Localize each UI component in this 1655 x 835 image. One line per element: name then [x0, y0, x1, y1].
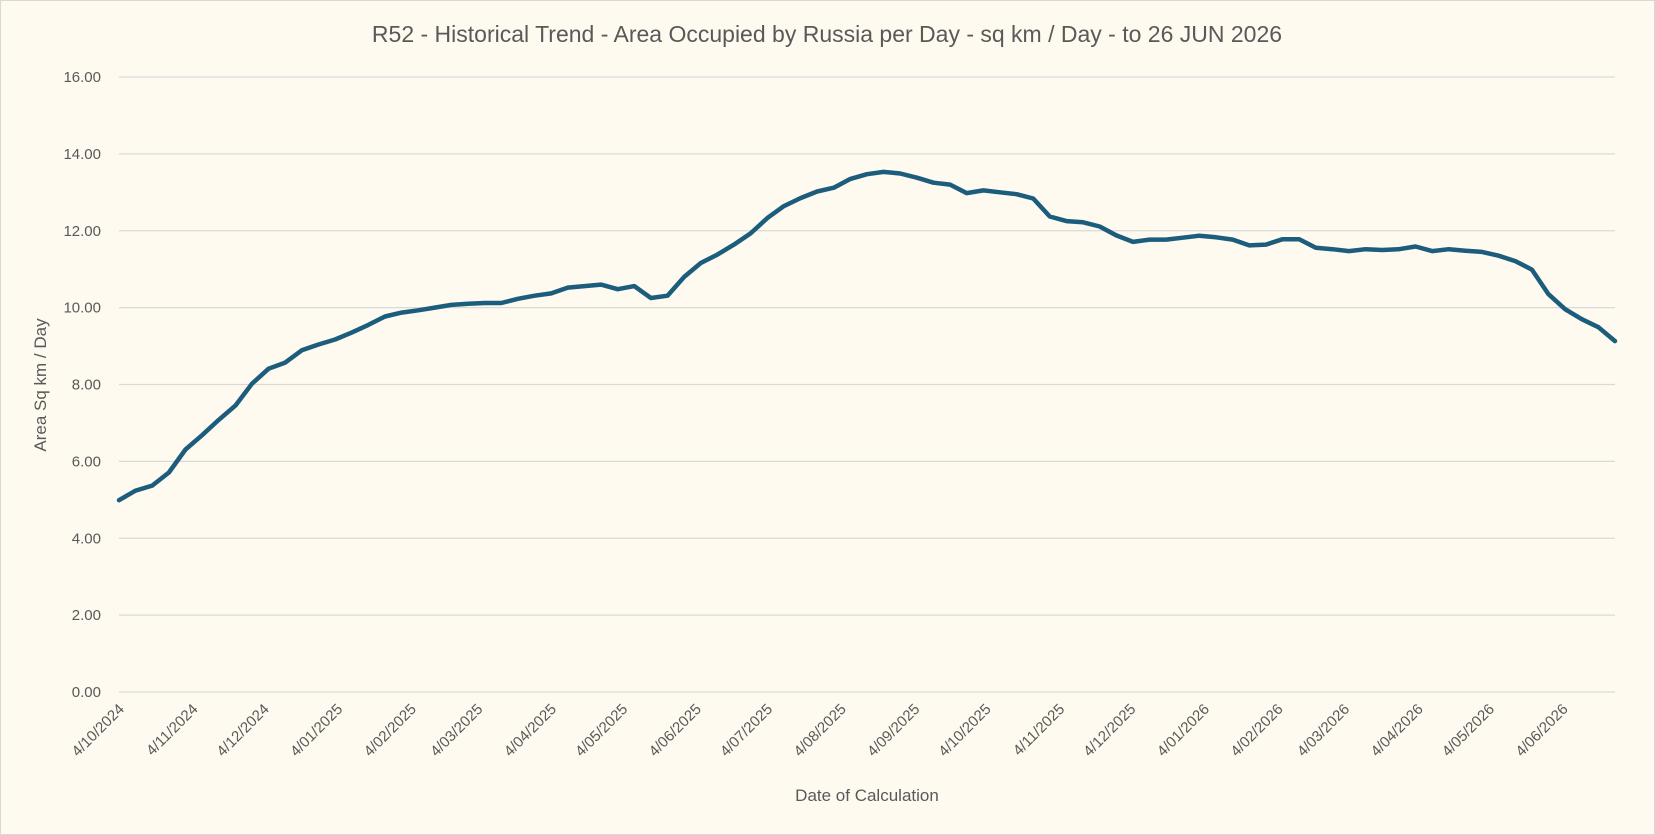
x-tick-label: 4/01/2026	[1154, 701, 1213, 760]
y-axis-ticks: 0.00 2.00 4.00 6.00 8.00 10.00 12.00 14.00 16.00	[63, 69, 101, 701]
x-axis-label: Date of Calculation	[795, 786, 939, 805]
y-tick-label: 16.00	[63, 69, 101, 86]
y-tick-label: 6.00	[72, 453, 101, 470]
y-tick-label: 2.00	[72, 607, 101, 624]
x-tick-label: 4/07/2025	[717, 701, 776, 760]
y-tick-label: 8.00	[72, 377, 101, 394]
y-tick-label: 12.00	[63, 223, 101, 240]
x-tick-label: 4/11/2025	[1010, 701, 1068, 759]
x-tick-label: 4/11/2024	[143, 701, 201, 759]
x-tick-label: 4/12/2025	[1080, 701, 1139, 760]
x-tick-label: 4/06/2026	[1512, 701, 1571, 760]
gridlines	[119, 76, 1615, 693]
y-tick-label: 14.00	[63, 146, 101, 163]
x-tick-label: 4/03/2025	[427, 701, 486, 760]
x-tick-label: 4/06/2025	[646, 701, 705, 760]
x-tick-label: 4/09/2025	[864, 701, 923, 760]
chart-title: R52 - Historical Trend - Area Occupied b…	[372, 21, 1282, 47]
x-tick-label: 4/04/2026	[1368, 701, 1427, 760]
x-tick-label: 4/01/2025	[287, 701, 346, 760]
x-tick-label: 4/04/2025	[501, 701, 560, 760]
x-tick-label: 4/10/2025	[935, 701, 994, 760]
series-line	[116, 169, 1618, 503]
y-tick-label: 10.00	[63, 300, 101, 317]
x-tick-label: 4/10/2024	[69, 701, 128, 760]
y-axis-label: Area Sq km / Day	[31, 318, 50, 452]
x-tick-label: 4/05/2026	[1439, 701, 1498, 760]
x-axis-ticks: 4/10/2024 4/11/2024 4/12/2024 4/01/2025 4/02…	[69, 701, 1572, 760]
x-tick-label: 4/05/2025	[572, 701, 631, 760]
x-tick-label: 4/02/2025	[361, 701, 420, 760]
y-tick-label: 4.00	[72, 530, 101, 547]
x-tick-label: 4/12/2024	[213, 701, 272, 760]
x-tick-label: 4/02/2026	[1227, 701, 1286, 760]
y-tick-label: 0.00	[72, 684, 101, 701]
x-tick-label: 4/08/2025	[790, 701, 849, 760]
x-tick-label: 4/03/2026	[1294, 701, 1353, 760]
